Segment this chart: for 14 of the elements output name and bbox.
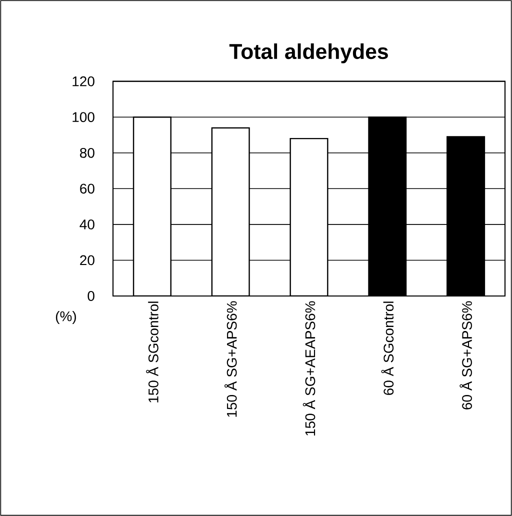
y-tick-label: 20: [80, 255, 94, 266]
y-tick-label: 80: [80, 148, 94, 158]
x-tick-label: 60 Å SG+APS6%: [460, 301, 472, 410]
y-tick-label: 60: [80, 184, 94, 194]
y-tick-label: 120: [72, 76, 94, 86]
x-tick-label: 150 Å SG+AEAPS6%: [302, 301, 316, 436]
chart-title: Total aldehydes: [229, 43, 388, 64]
x-tick-label: 150 Å SGcontrol: [146, 302, 158, 402]
y-tick-label: 100: [72, 112, 94, 122]
y-tick-label: 0: [88, 291, 94, 301]
y-tick-label: 40: [80, 219, 94, 230]
x-tick-label: 60 Å SGcontrol: [381, 302, 394, 395]
x-tick-label: 150 Å SG+APS6%: [224, 301, 237, 417]
y-axis-title: (%): [56, 310, 76, 324]
